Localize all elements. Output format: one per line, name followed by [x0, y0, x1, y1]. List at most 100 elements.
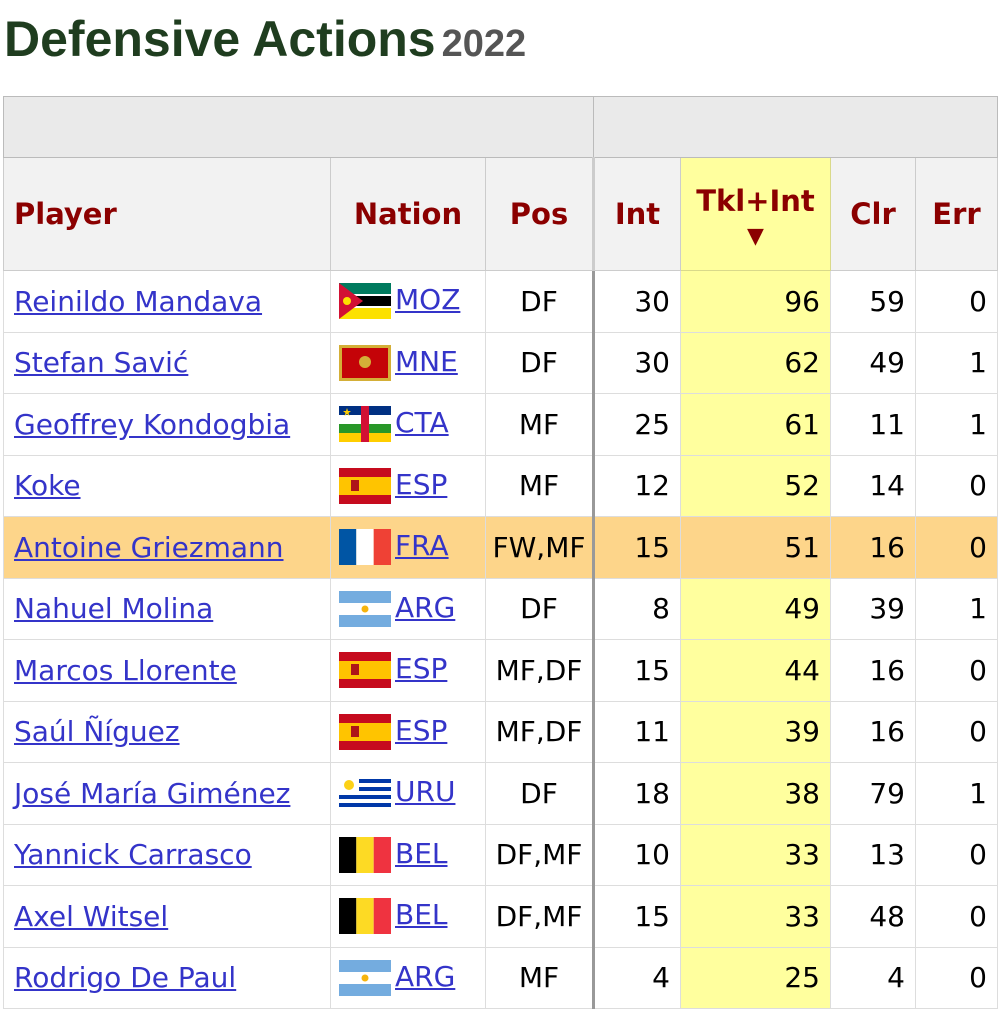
table-cell: 10: [592, 823, 681, 886]
table-cell: ARG: [330, 946, 486, 1009]
cell-text: 16: [869, 530, 905, 564]
nation-link[interactable]: MNE: [395, 344, 458, 378]
player-link[interactable]: Marcos Llorente: [14, 653, 237, 687]
table-cell: DF: [485, 577, 594, 640]
cell-text: MF: [518, 469, 560, 503]
player-link[interactable]: Axel Witsel: [14, 899, 169, 933]
nation-link[interactable]: BEL: [395, 898, 448, 932]
player-link[interactable]: Rodrigo De Paul: [14, 961, 237, 995]
group-header: [593, 96, 998, 158]
table-cell: 18: [592, 762, 681, 825]
cell-text: 0: [969, 653, 987, 687]
table-cell: 16: [830, 639, 916, 702]
nation-link[interactable]: CTA: [395, 406, 449, 440]
group-header: [3, 96, 594, 158]
nation-link[interactable]: ESP: [395, 467, 448, 501]
table-cell: DF,MF: [485, 885, 594, 948]
player-link[interactable]: Nahuel Molina: [14, 592, 214, 626]
table-cell: 4: [592, 946, 681, 1009]
table-cell: 13: [830, 823, 916, 886]
sort-arrow[interactable]: ▼: [747, 224, 764, 249]
table-cell: José María Giménez: [3, 762, 331, 825]
flag-icon: [339, 775, 391, 812]
group-header-row: [3, 96, 998, 158]
cell-text: MF: [518, 961, 560, 995]
nation-link[interactable]: URU: [395, 775, 456, 809]
table-cell: 33: [680, 823, 831, 886]
column-header: Player: [3, 157, 331, 271]
table-cell: 15: [592, 639, 681, 702]
cell-text: 1: [969, 776, 987, 810]
cell-text: 11: [634, 715, 670, 749]
table-row: Nahuel Molina ARG DF 8 49 39 1: [3, 577, 998, 640]
table-row: Reinildo Mandava MOZ DF 30 96 59 0: [3, 270, 998, 333]
table-cell: 16: [830, 516, 916, 579]
table-cell: 0: [915, 823, 998, 886]
player-link[interactable]: José María Giménez: [14, 776, 291, 810]
table-cell: 33: [680, 885, 831, 948]
column-header: Err: [915, 157, 998, 271]
player-link[interactable]: Saúl Ñíguez: [14, 715, 180, 749]
player-link[interactable]: Yannick Carrasco: [14, 838, 252, 872]
player-link[interactable]: Geoffrey Kondogbia: [14, 407, 291, 441]
stats-table: Player Nation Pos Int Tkl+Int ▼ Clr Err Reinild…: [3, 96, 998, 1009]
player-link[interactable]: Koke: [14, 469, 81, 503]
cell-text: FW,MF: [492, 530, 586, 564]
flag-icon: [339, 713, 391, 750]
column-header-text: Nation: [353, 197, 463, 231]
flag-icon: [339, 467, 391, 504]
table-cell: CTA: [330, 393, 486, 456]
table-cell: DF,MF: [485, 823, 594, 886]
cell-text: 62: [784, 346, 820, 380]
nation-link[interactable]: FRA: [395, 529, 449, 563]
cell-text: 1: [969, 346, 987, 380]
player-link[interactable]: Stefan Savić: [14, 346, 189, 380]
table-cell: 12: [592, 454, 681, 517]
nation-link[interactable]: ARG: [395, 590, 456, 624]
cell-text: 4: [887, 961, 905, 995]
nation-link[interactable]: ESP: [395, 713, 448, 747]
player-link[interactable]: Reinildo Mandava: [14, 284, 263, 318]
column-header-text: Int: [614, 197, 661, 231]
nation-link[interactable]: ARG: [395, 959, 456, 993]
cell-text: 14: [869, 469, 905, 503]
table-cell: FRA: [330, 516, 486, 579]
table-cell: ESP: [330, 700, 486, 763]
table-cell: 62: [680, 331, 831, 394]
table-row: Yannick Carrasco BEL DF,MF 10 33 13 0: [3, 823, 998, 886]
cell-text: 33: [784, 899, 820, 933]
table-cell: 79: [830, 762, 916, 825]
cell-text: 18: [634, 776, 670, 810]
table-cell: MF: [485, 946, 594, 1009]
table-row: Axel Witsel BEL DF,MF 15 33 48 0: [3, 885, 998, 948]
cell-text: 96: [784, 284, 820, 318]
table-cell: MOZ: [330, 270, 486, 333]
cell-text: 4: [652, 961, 670, 995]
cell-text: MF,DF: [495, 715, 583, 749]
table-cell: ARG: [330, 577, 486, 640]
table-cell: MF: [485, 393, 594, 456]
nation-link[interactable]: BEL: [395, 836, 448, 870]
column-header-text: Pos: [509, 197, 569, 231]
cell-text: DF: [520, 284, 558, 318]
column-header: Tkl+Int ▼: [680, 157, 831, 271]
cell-text: 30: [634, 284, 670, 318]
table-row: Marcos Llorente ESP MF,DF 15 44 16 0: [3, 639, 998, 702]
table-cell: 16: [830, 700, 916, 763]
nation-link[interactable]: MOZ: [395, 283, 461, 317]
cell-text: 39: [869, 592, 905, 626]
cell-text: 13: [869, 838, 905, 872]
cell-text: 61: [784, 407, 820, 441]
table-cell: FW,MF: [485, 516, 594, 579]
table-cell: 49: [680, 577, 831, 640]
cell-text: 51: [784, 530, 820, 564]
player-link[interactable]: Antoine Griezmann: [14, 530, 284, 564]
table-cell: 1: [915, 762, 998, 825]
table-cell: 38: [680, 762, 831, 825]
cell-text: MF,DF: [495, 653, 583, 687]
nation-link[interactable]: ESP: [395, 652, 448, 686]
table-cell: 0: [915, 516, 998, 579]
column-header-text: Err: [932, 197, 981, 231]
table-cell: ESP: [330, 639, 486, 702]
cell-text: MF: [518, 407, 560, 441]
